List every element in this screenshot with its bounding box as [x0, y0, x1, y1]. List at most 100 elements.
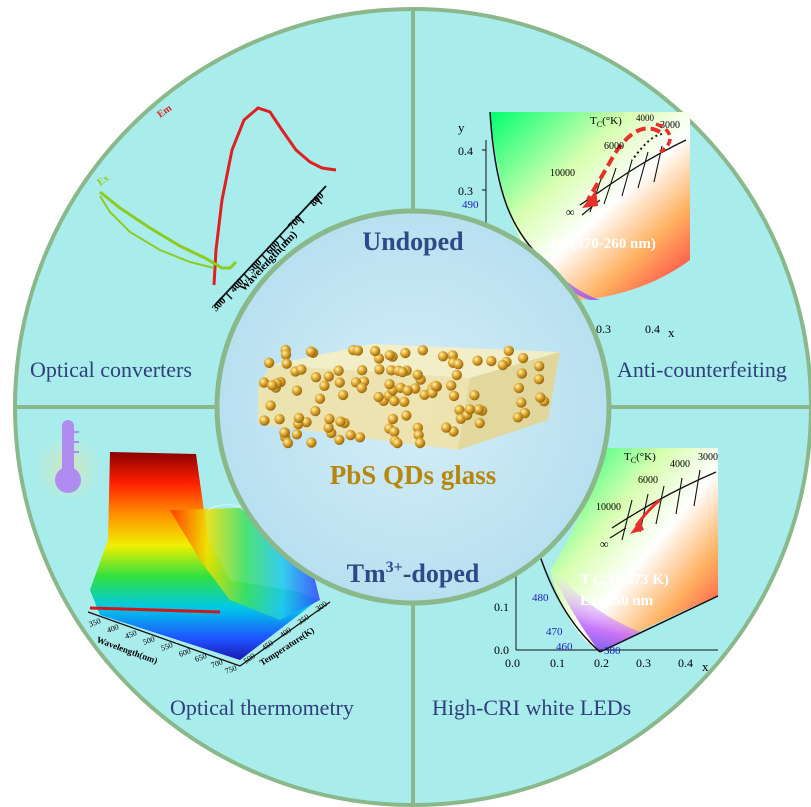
cie-bottom-y-tick: 0.1 — [494, 600, 509, 614]
quantum-dot — [447, 350, 458, 361]
quantum-dot — [293, 412, 305, 424]
quantum-dot — [369, 345, 381, 357]
thermo-wl-tick: 400 — [106, 622, 120, 635]
quantum-dot — [274, 414, 285, 425]
thermo-temperature-axis — [239, 601, 331, 667]
cie-bottom-x-axis-label: x — [702, 659, 709, 674]
quantum-dot — [473, 404, 484, 415]
cie-top-x-axis-label: x — [668, 325, 675, 340]
thermo-wl-tick: 750 — [224, 663, 238, 676]
quantum-dot — [400, 347, 411, 359]
quantum-dot — [413, 429, 424, 441]
quantum-dot — [265, 400, 276, 411]
quantum-dot — [259, 415, 270, 426]
quantum-dot — [323, 371, 334, 382]
quantum-dot — [306, 437, 317, 448]
quantum-dot — [533, 374, 545, 385]
quantum-dot — [412, 369, 423, 380]
cie-bottom-annotation-1: T (293-473 K) — [580, 572, 669, 588]
quantum-dot — [453, 359, 464, 370]
quantum-dot — [310, 372, 322, 383]
thermo-wl-tick: 350 — [88, 616, 102, 629]
quantum-dot — [267, 380, 278, 391]
cct-label: ∞ — [600, 537, 609, 551]
quantum-dot — [280, 349, 292, 360]
cie-top-tc-label: TC(°K) — [590, 115, 622, 129]
thermo-wl-tick: 550 — [160, 640, 174, 653]
quantum-dot — [417, 345, 428, 356]
em-curve — [212, 106, 337, 286]
quantum-dot — [281, 358, 292, 369]
quantum-dot — [263, 357, 275, 368]
quantum-dot — [335, 416, 346, 427]
quantum-dot — [448, 390, 460, 402]
quantum-dot — [356, 382, 367, 394]
quantum-dot — [305, 346, 317, 357]
thermo-wl-tick: 500 — [142, 634, 156, 647]
cie-bottom-tc-label: TC(°K) — [624, 451, 656, 465]
cct-label: 3000 — [660, 120, 680, 131]
quantum-dot — [401, 410, 412, 421]
cie-area-bottom — [550, 448, 718, 652]
cie-diagram-top: y 0.4 0.3 490 TC(°K) 10000 6000 4000 300… — [458, 111, 690, 340]
cct-label: ∞ — [566, 205, 575, 219]
quantum-dot — [279, 427, 290, 438]
quantum-dot — [534, 361, 545, 372]
quantum-dot — [503, 345, 514, 356]
label-high-cri-white-leds: High-CRI white LEDs — [432, 695, 631, 720]
quantum-dot — [512, 412, 524, 423]
quantum-dot — [319, 380, 330, 391]
quantum-dot — [389, 426, 400, 437]
cie-bottom-x-tick: 0.0 — [505, 656, 520, 670]
quantum-dot — [497, 359, 508, 371]
quantum-dot — [451, 369, 462, 381]
thermo-wl-tick: 700 — [210, 657, 224, 670]
quantum-dot — [516, 397, 527, 408]
cie-bottom-wavelength-mark: 380 — [604, 645, 621, 657]
thermo-wavelength-axis — [87, 611, 241, 667]
quantum-dot — [516, 368, 528, 379]
cie-bottom-wavelength-mark: 470 — [546, 626, 563, 638]
cie-top-annotation: Ex (370-260 nm) — [550, 236, 656, 252]
quantum-dot — [374, 364, 385, 375]
quantum-dot — [384, 379, 395, 390]
cie-bottom-wavelength-mark: 480 — [532, 592, 549, 604]
quantum-dot — [446, 380, 457, 391]
cie-bottom-annotation-2: Ex=350 nm — [580, 593, 654, 609]
thermo-wl-tick: 650 — [194, 651, 208, 664]
label-optical-converters: Optical converters — [30, 357, 192, 382]
quantum-dot — [345, 429, 356, 441]
quantum-dot — [430, 380, 441, 392]
ex-curve-lower — [99, 195, 215, 269]
cie-top-y-axis-label: y — [458, 120, 465, 135]
quantum-dot — [464, 404, 476, 415]
ex-label: Ex — [95, 173, 111, 189]
quantum-dot — [474, 417, 485, 429]
quantum-dot — [437, 351, 449, 362]
label-anti-counterfeiting: Anti-counterfeiting — [617, 357, 787, 382]
quantum-dot — [334, 377, 345, 388]
cie-bottom-x-tick: 0.2 — [594, 656, 609, 670]
thermo-wl-tick: 600 — [178, 646, 192, 659]
thermo-wl-tick: 450 — [124, 628, 138, 641]
center-caption: PbS QDs glass — [330, 460, 497, 490]
quantum-dot — [402, 385, 413, 396]
quantum-dot — [513, 382, 525, 394]
cie-top-x-tick: 0.4 — [645, 322, 660, 336]
center-bottom-label: Tm3+-doped — [347, 559, 480, 588]
quantum-dot — [535, 392, 546, 403]
quantum-dot — [354, 432, 366, 443]
quantum-dot — [296, 364, 307, 375]
spectral-locus-bottom — [539, 555, 601, 653]
spectrum-ticks — [225, 197, 323, 300]
cct-label: 4000 — [670, 459, 690, 470]
quantum-dot — [323, 422, 334, 433]
red-arrow-top — [586, 126, 662, 201]
ex-curve — [99, 190, 238, 270]
quantum-dot — [291, 429, 303, 440]
thermometer-icon — [34, 420, 102, 502]
cie-bottom-y-tick: 0.0 — [494, 643, 509, 657]
cie-top-y-tick: 0.4 — [458, 144, 473, 158]
quantum-dot — [486, 355, 497, 367]
